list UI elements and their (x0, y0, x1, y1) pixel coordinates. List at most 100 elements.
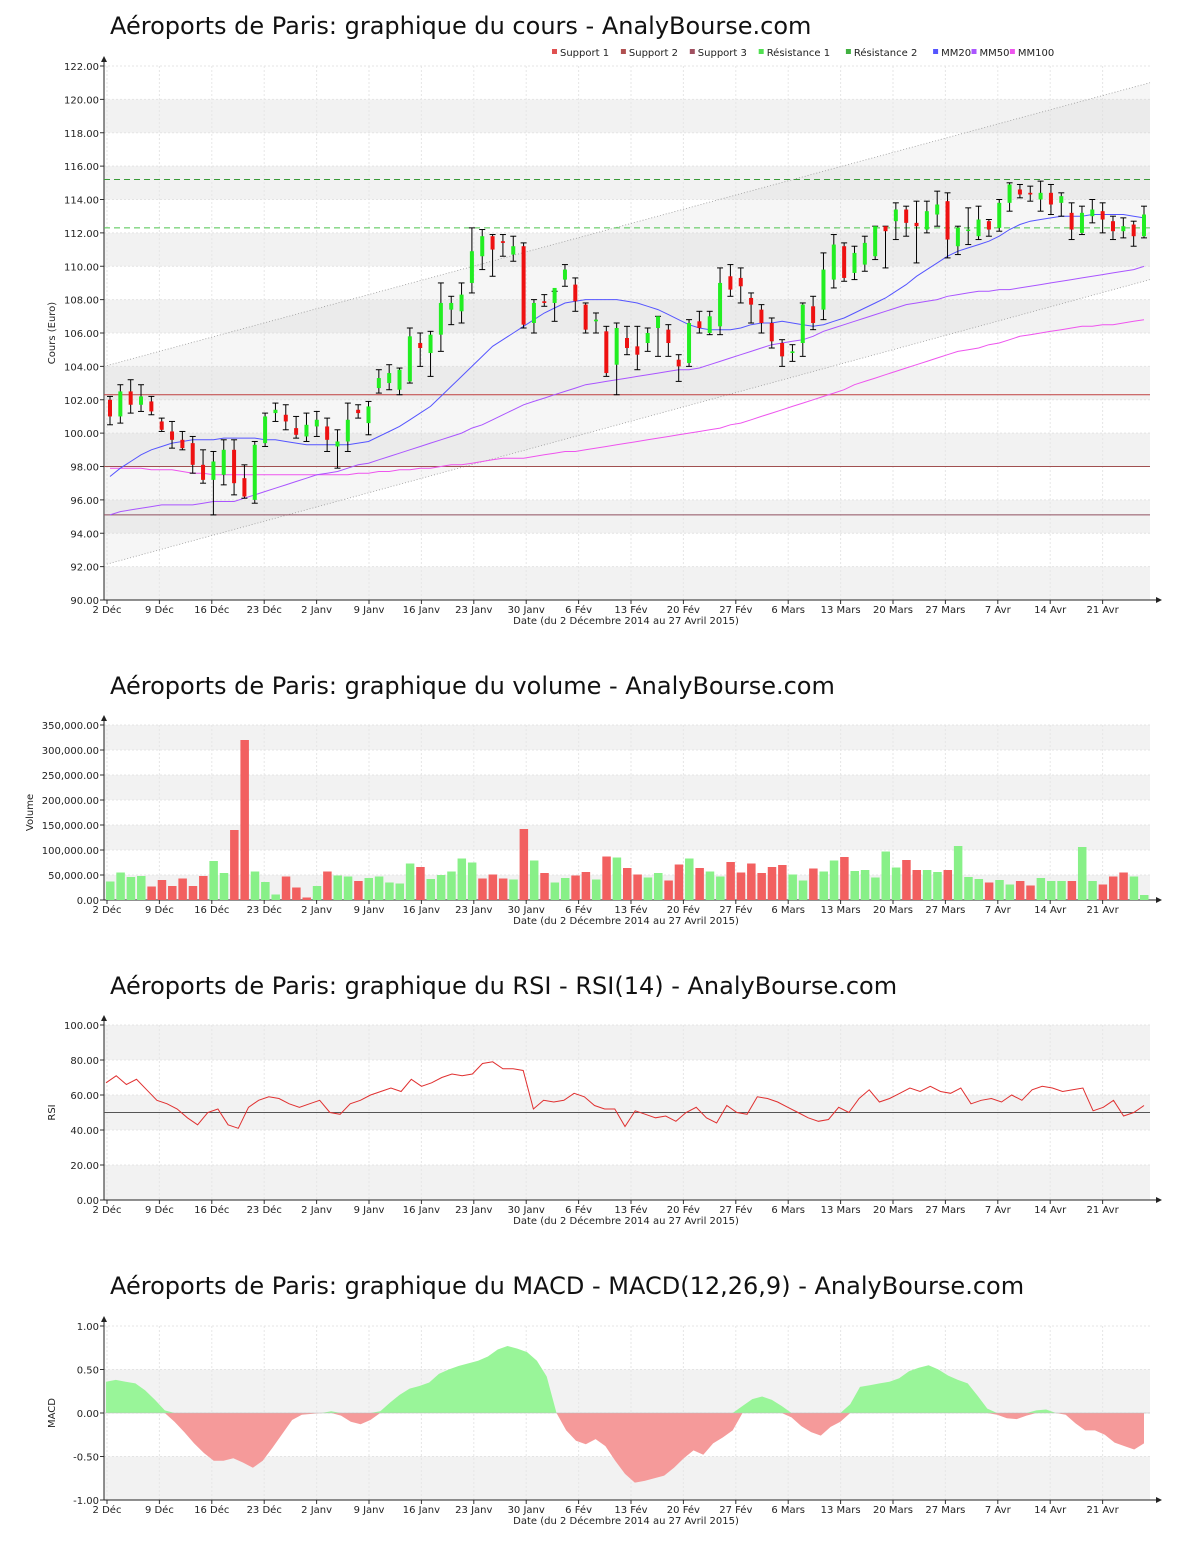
volume-bar (364, 878, 373, 900)
candle-body (500, 241, 505, 243)
rsi-xtick-label: 6 Fév (565, 1204, 592, 1216)
rsi-xtick-label: 9 Janv (354, 1205, 385, 1216)
volume-bar (643, 877, 653, 900)
macd-xtick-label: 2 Janv (301, 1505, 332, 1516)
candle-body (562, 269, 567, 280)
macd-chart: -1.00 -0.50 0.00 0.50 1.00 2 Déc 9 Déc 16 Déc 23… (47, 1316, 1162, 1527)
rsi-x-axis-arrow (1156, 1197, 1162, 1203)
volume-bar (447, 871, 456, 900)
price-candle (189, 435, 196, 474)
price-xtick-label: 7 Avr (985, 605, 1012, 616)
price-candle (117, 384, 124, 424)
volume-bar (674, 864, 684, 900)
candle-body (676, 359, 681, 367)
price-ytick-label: 110.00 (64, 262, 99, 273)
macd-ytick-label: 1.00 (77, 1322, 99, 1333)
price-candle (934, 190, 941, 227)
price-candle (1016, 183, 1023, 199)
price-xtick-label: 30 Janv (508, 605, 545, 616)
price-band (104, 166, 1150, 200)
price-candle (551, 287, 558, 322)
candle-body (480, 236, 485, 257)
price-candle (437, 282, 444, 352)
price-band (104, 66, 1150, 100)
candle-body (759, 309, 764, 323)
volume-bar (664, 880, 673, 900)
legend-entry: MM20 (941, 48, 971, 59)
candle-body (718, 282, 723, 327)
price-candle (355, 404, 362, 419)
price-candle (706, 310, 713, 336)
price-candle (1006, 182, 1013, 212)
volume-bar (199, 876, 208, 900)
candle-body (221, 449, 226, 475)
candle-body (883, 226, 888, 232)
price-ytick-label: 94.00 (70, 529, 99, 540)
volume-bar (716, 876, 725, 900)
price-ytick-label: 106.00 (64, 329, 99, 340)
price-ytick-label: 118.00 (64, 129, 99, 140)
rsi-xtick-label: 6 Mars (771, 1205, 805, 1216)
volume-bar (953, 846, 963, 900)
price-candle (272, 402, 279, 422)
candle-body (542, 301, 547, 303)
volume-band (104, 825, 1150, 850)
price-ytick-label: 98.00 (70, 463, 99, 474)
volume-bar (1057, 881, 1066, 900)
candle-body (666, 329, 671, 344)
rsi-xtick-label: 9 Déc (145, 1204, 174, 1216)
candle-body (108, 399, 112, 417)
price-candle (396, 367, 403, 396)
price-xtick-label: 9 Déc (145, 604, 174, 616)
volume-bar (850, 871, 859, 900)
volume-bar (860, 870, 870, 900)
price-band (104, 433, 1150, 467)
rsi-xtick-label: 2 Déc (93, 1204, 122, 1216)
volume-bar (1046, 881, 1056, 900)
volume-bar (736, 872, 746, 900)
volume-xtick-label: 16 Janv (403, 905, 440, 916)
macd-xtick-label: 2 Déc (93, 1504, 122, 1516)
candle-body (1038, 192, 1043, 200)
volume-bar (354, 881, 363, 900)
legend-swatch (620, 49, 626, 54)
price-y-axis-label: Cours (Euro) (47, 302, 58, 365)
candle-body (118, 391, 123, 417)
volume-bar (871, 877, 880, 900)
volume-bar (623, 868, 632, 900)
volume-bar (550, 882, 560, 900)
price-candle (892, 202, 899, 241)
volume-x-axis-label: Date (du 2 Décembre 2014 au 27 Avril 201… (513, 915, 739, 927)
volume-bar (1108, 876, 1118, 900)
price-candle (789, 344, 796, 362)
price-candle (561, 264, 568, 287)
mm100-line (110, 319, 1145, 476)
volume-bar (240, 740, 249, 900)
price-candle (231, 439, 238, 496)
volume-bar (147, 886, 156, 900)
rsi-xtick-label: 20 Mars (873, 1205, 913, 1216)
volume-bar (281, 876, 291, 900)
price-candle (417, 332, 424, 367)
volume-band (104, 775, 1150, 800)
candle-body (552, 287, 557, 303)
candle-body (418, 343, 423, 349)
candle-body (511, 246, 516, 255)
price-candle (820, 252, 827, 321)
price-candle (324, 417, 331, 452)
volume-band (104, 750, 1150, 775)
volume-bar (1119, 872, 1128, 900)
rsi-line (105, 1061, 1145, 1129)
price-candle (799, 302, 806, 357)
candle-body (128, 391, 133, 405)
volume-bar (705, 871, 715, 900)
volume-bar (519, 829, 529, 900)
volume-bar (788, 874, 797, 900)
volume-band (104, 725, 1150, 750)
candle-body (769, 322, 774, 342)
rsi-band (104, 1165, 1150, 1200)
price-xtick-label: 21 Avr (1087, 605, 1120, 616)
candle-body (831, 244, 836, 280)
price-candle (251, 440, 258, 504)
trend-channel-upper (103, 82, 1151, 367)
